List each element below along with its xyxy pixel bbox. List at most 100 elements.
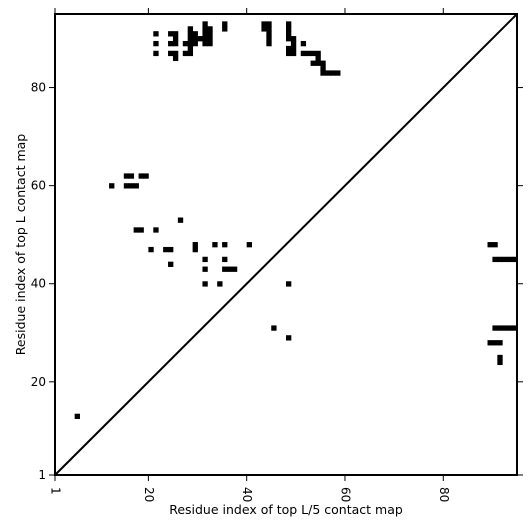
contact-cell <box>320 70 326 76</box>
contact-cell <box>187 45 194 52</box>
contact-cell <box>123 173 130 179</box>
contact-cell <box>153 31 159 37</box>
x-tick-label: 60 <box>338 487 352 502</box>
contact-cell <box>290 36 297 42</box>
contact-cell <box>202 36 208 42</box>
contact-cell <box>290 40 297 47</box>
contact-cell <box>207 40 213 47</box>
contact-cell <box>197 36 203 42</box>
contact-cell <box>128 173 135 179</box>
contact-cell <box>246 242 252 248</box>
contact-cell <box>286 281 292 287</box>
x-tick-label: 20 <box>142 487 156 502</box>
contact-cell <box>133 183 139 189</box>
contact-cell <box>187 50 194 57</box>
contact-cell <box>286 50 292 57</box>
contact-cell <box>305 50 311 57</box>
contact-cell <box>148 246 154 253</box>
contact-cell <box>187 26 194 32</box>
contact-cell <box>330 70 336 76</box>
contact-cell <box>222 242 228 248</box>
contact-cell <box>266 36 272 42</box>
contact-cell <box>507 325 513 331</box>
contact-cell <box>286 335 292 341</box>
contact-cell <box>187 31 194 37</box>
contact-cell <box>202 256 208 263</box>
y-tick-label: 1 <box>38 468 46 482</box>
contact-cell <box>315 60 321 66</box>
contact-cell <box>492 256 498 263</box>
contact-cell <box>310 50 316 57</box>
contact-cell <box>192 246 198 253</box>
y-tick-label: 20 <box>31 375 46 389</box>
contact-cell <box>109 183 115 189</box>
contact-cell <box>172 40 179 47</box>
contact-cell <box>133 227 139 233</box>
contact-cell <box>168 246 174 253</box>
contact-cell <box>182 50 189 57</box>
contact-cell <box>172 55 179 61</box>
contact-cell <box>231 266 238 272</box>
contact-cell <box>261 26 267 32</box>
contact-cell <box>177 217 184 223</box>
contact-cell <box>168 31 174 37</box>
contact-cell <box>320 60 326 66</box>
contact-cell <box>182 40 189 47</box>
contact-cell <box>202 21 208 27</box>
contact-cell <box>207 31 213 37</box>
contact-cell <box>497 340 503 346</box>
contact-cells <box>74 21 518 420</box>
contact-cell <box>507 256 513 263</box>
contact-cell <box>512 256 518 263</box>
contact-cell <box>497 256 503 263</box>
contact-cell <box>266 31 272 37</box>
contact-cell <box>123 183 130 189</box>
contact-cell <box>286 31 292 37</box>
contact-cell <box>187 40 194 47</box>
contact-cell <box>300 50 307 57</box>
contact-cell <box>325 70 331 76</box>
contact-cell <box>168 50 174 57</box>
contact-cell <box>202 40 208 47</box>
contact-cell <box>502 256 508 263</box>
contact-cell <box>153 227 159 233</box>
contact-cell <box>192 31 198 37</box>
contact-cell <box>315 50 321 57</box>
contact-cell <box>222 26 228 32</box>
plot-frame <box>54 13 518 476</box>
contact-cell <box>487 340 493 346</box>
contact-cell <box>320 65 326 71</box>
contact-cell <box>315 55 321 61</box>
contact-cell <box>202 266 208 272</box>
x-tick-label: 1 <box>49 487 63 495</box>
contact-cell <box>497 325 503 331</box>
contact-cell <box>222 266 228 272</box>
axis-ticks: 1 20 40 60 80 1 20 40 60 80 <box>31 8 523 502</box>
contact-cell <box>227 266 233 272</box>
contact-cell <box>286 36 292 42</box>
contact-cell <box>138 227 144 233</box>
contact-cell <box>335 70 341 76</box>
contact-cell <box>497 359 503 366</box>
contact-cell <box>512 325 518 331</box>
contact-cell <box>207 36 213 42</box>
x-tick-label: 80 <box>437 487 451 502</box>
contact-cell <box>261 21 267 27</box>
y-tick-label: 80 <box>31 81 46 95</box>
x-tick-label: 40 <box>240 487 254 502</box>
contact-cell <box>153 50 159 57</box>
contact-cell <box>163 246 169 253</box>
contact-cell <box>492 340 498 346</box>
contact-cell <box>74 413 80 420</box>
contact-cell <box>300 40 307 47</box>
contact-cell <box>168 40 174 47</box>
contact-cell <box>172 31 179 37</box>
contact-cell <box>290 45 297 52</box>
contact-cell <box>492 242 498 248</box>
contact-cell <box>266 26 272 32</box>
diagonal-line <box>54 13 518 476</box>
contact-cell <box>192 242 198 248</box>
contact-cell <box>497 354 503 361</box>
contact-cell <box>153 40 159 47</box>
